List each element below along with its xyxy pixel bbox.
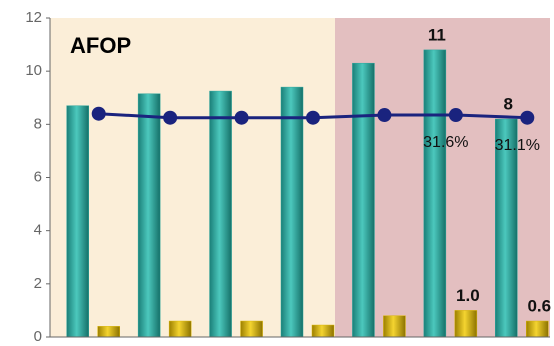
value-label: 1.0 — [456, 286, 480, 305]
line-marker — [163, 110, 178, 125]
y-tick-label: 12 — [25, 9, 42, 26]
annotation: 31.6% — [423, 134, 468, 151]
line-marker — [234, 110, 249, 125]
title-box — [62, 30, 154, 64]
value-label: 8 — [504, 95, 513, 114]
bar — [280, 86, 304, 338]
bar — [168, 320, 192, 338]
line-marker — [91, 106, 106, 121]
bar — [383, 315, 406, 338]
bar — [209, 90, 232, 338]
y-tick-label: 0 — [34, 328, 42, 341]
line-marker — [448, 108, 463, 123]
line-marker — [306, 110, 320, 125]
bar — [352, 62, 375, 338]
annotation: 31.1% — [495, 137, 540, 154]
bar — [526, 320, 549, 338]
y-tick-label: 4 — [34, 222, 42, 239]
chart-title: AFOP — [70, 33, 131, 58]
line-marker — [520, 110, 535, 125]
bar — [240, 320, 263, 338]
value-label: 11 — [428, 25, 446, 44]
line-marker — [377, 108, 392, 123]
y-tick-label: 10 — [25, 62, 42, 79]
bar — [97, 326, 120, 338]
bar — [311, 324, 335, 338]
y-tick-label: 8 — [34, 115, 42, 132]
bar — [423, 49, 447, 338]
value-label: 0.6 — [527, 297, 551, 316]
bar — [137, 93, 161, 338]
bar — [454, 310, 478, 338]
bar — [66, 105, 89, 338]
y-tick-label: 6 — [34, 168, 42, 185]
y-tick-label: 2 — [34, 275, 42, 292]
